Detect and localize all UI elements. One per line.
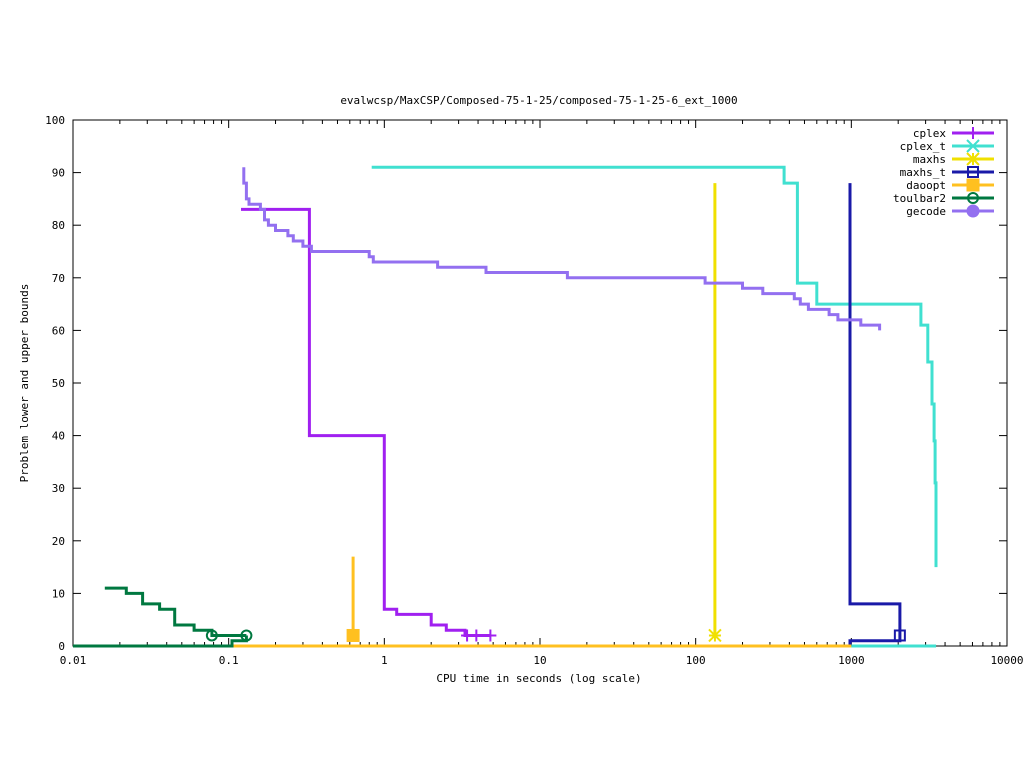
data-point-marker	[470, 629, 483, 642]
legend-label: gecode	[906, 205, 946, 218]
legend-item: maxhs_t	[900, 166, 994, 179]
legend-label: daoopt	[906, 179, 946, 192]
axis-ticks: 0.01 0.1 1 10 100 1000 10000 0 10 20 30 40 50 60 70 80 9…	[45, 114, 1023, 667]
y-tick-label: 10	[52, 587, 65, 600]
chart-title: evalwcsp/MaxCSP/Composed-75-1-25/compose…	[340, 94, 737, 107]
y-tick-label: 20	[52, 535, 65, 548]
data-point-marker	[708, 628, 722, 643]
x-tick-label: 10000	[990, 654, 1023, 667]
data-point-marker	[966, 152, 980, 166]
series-line	[241, 207, 491, 637]
legend-label: cplex	[913, 127, 946, 140]
data-point-marker	[966, 204, 980, 218]
y-tick-label: 80	[52, 219, 65, 232]
data-point-marker	[966, 139, 980, 153]
x-tick-label: 0.01	[60, 654, 87, 667]
series-line	[242, 167, 882, 331]
y-tick-label: 50	[52, 377, 65, 390]
series-layer	[73, 165, 938, 648]
data-point-marker	[967, 127, 979, 139]
series-line	[848, 635, 902, 646]
data-point-marker	[240, 629, 253, 642]
y-axis-label: Problem lower and upper bounds	[18, 284, 31, 483]
series-line	[73, 635, 248, 648]
x-tick-label: 0.1	[219, 654, 239, 667]
y-tick-label: 40	[52, 430, 65, 443]
y-tick-label: 30	[52, 482, 65, 495]
series-line	[848, 183, 902, 636]
legend-item: cplex	[913, 127, 994, 140]
plot-area	[72, 119, 1008, 647]
series-maxhs-t	[848, 183, 906, 646]
legend-item: daoopt	[906, 178, 994, 192]
legend-label: cplex_t	[900, 140, 946, 153]
data-point-marker	[484, 629, 497, 642]
y-tick-label: 90	[52, 167, 65, 180]
data-point-marker	[346, 628, 360, 642]
x-tick-label: 10	[533, 654, 546, 667]
series-maxhs	[708, 183, 722, 643]
y-tick-label: 0	[58, 640, 65, 653]
series-gecode	[242, 167, 882, 331]
series-cplex	[241, 207, 497, 648]
y-tick-label: 100	[45, 114, 65, 127]
legend-item: cplex_t	[900, 139, 994, 153]
x-axis-label: CPU time in seconds (log scale)	[436, 672, 641, 685]
x-tick-label: 100	[686, 654, 706, 667]
legend-label: toulbar2	[893, 192, 946, 205]
data-point-marker	[967, 192, 979, 204]
data-point-marker	[893, 629, 906, 642]
x-tick-label: 1000	[838, 654, 865, 667]
plot-frame	[72, 119, 1008, 647]
x-tick-label: 1	[381, 654, 388, 667]
legend-item: maxhs	[913, 152, 994, 166]
data-point-marker	[205, 629, 218, 642]
legend-item: toulbar2	[893, 192, 994, 205]
series-toulbar2	[73, 586, 253, 648]
series-line	[371, 165, 938, 568]
y-tick-label: 70	[52, 272, 65, 285]
y-tick-label: 60	[52, 324, 65, 337]
legend-label: maxhs_t	[900, 166, 946, 179]
legend-label: maxhs	[913, 153, 946, 166]
legend-item: gecode	[906, 204, 994, 218]
series-daoopt	[73, 556, 852, 648]
data-point-marker	[966, 178, 980, 192]
series-line	[104, 586, 247, 637]
legend: cplexcplex_tmaxhsmaxhs_tdaoopttoulbar2ge…	[893, 127, 994, 218]
data-point-marker	[967, 166, 979, 178]
